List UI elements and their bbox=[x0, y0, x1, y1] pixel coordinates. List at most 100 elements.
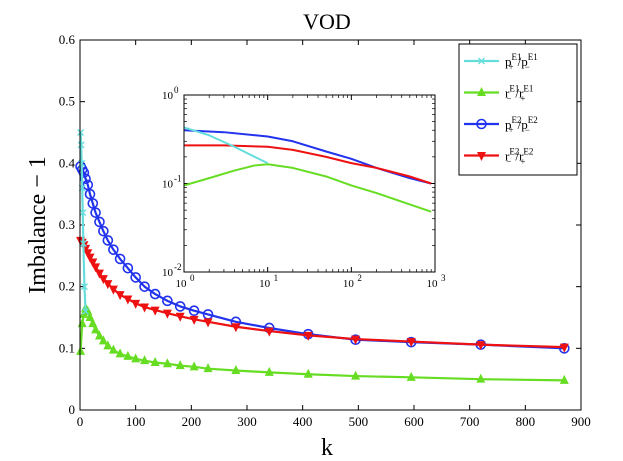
data-point bbox=[406, 371, 416, 381]
data-point bbox=[231, 365, 241, 375]
legend-label-part: / bbox=[518, 117, 522, 132]
data-point bbox=[150, 357, 160, 367]
legend-label-part: r bbox=[505, 149, 510, 164]
data-point bbox=[303, 331, 313, 341]
data-point bbox=[131, 353, 141, 363]
data-point bbox=[103, 280, 113, 290]
legend-marker bbox=[477, 152, 486, 161]
x-tick-label: 900 bbox=[571, 414, 591, 429]
y-tick-label: 0.3 bbox=[59, 217, 75, 232]
inset-x-tick-label: 10 bbox=[259, 278, 271, 290]
inset-y-tick-exponent: 0 bbox=[174, 85, 179, 95]
data-point bbox=[85, 312, 95, 321]
data-point bbox=[103, 340, 113, 350]
legend-entry: rE2−/rE2 + bbox=[464, 147, 533, 167]
data-point bbox=[188, 305, 200, 317]
legend-marker bbox=[478, 57, 485, 65]
data-point bbox=[108, 285, 118, 295]
data-point bbox=[476, 373, 486, 383]
data-point bbox=[162, 309, 172, 319]
x-tick-label: 100 bbox=[126, 414, 146, 429]
data-point bbox=[77, 141, 85, 149]
legend-entry: pE2 +/pE2− bbox=[464, 115, 538, 135]
data-point bbox=[91, 263, 101, 273]
legend-label-part: + bbox=[509, 125, 514, 135]
x-tick-label: 300 bbox=[237, 414, 257, 429]
legend-label-part: / bbox=[518, 54, 522, 69]
legend-label: pE2 +/pE2− bbox=[505, 115, 538, 135]
data-point bbox=[123, 350, 133, 360]
legend-label: pE1 +/pE1− bbox=[505, 52, 538, 72]
data-point bbox=[80, 283, 88, 291]
data-point bbox=[88, 318, 98, 328]
data-point bbox=[139, 281, 150, 292]
data-point bbox=[264, 366, 274, 376]
legend-label-part: r bbox=[519, 149, 524, 164]
inset-x-tick-label: 10 bbox=[427, 278, 439, 290]
data-point bbox=[94, 330, 104, 340]
data-point bbox=[115, 291, 125, 301]
series-1 bbox=[76, 302, 569, 384]
legend-label-part: − bbox=[506, 94, 511, 104]
inset-series-line bbox=[184, 144, 432, 185]
inset-x-tick-exponent: 0 bbox=[190, 273, 195, 283]
data-point bbox=[77, 318, 87, 328]
x-tick-label: 600 bbox=[404, 414, 424, 429]
data-point bbox=[108, 344, 118, 354]
inset-x-tick-exponent: 1 bbox=[274, 273, 279, 283]
legend-label-part: E2 bbox=[528, 115, 538, 125]
data-point bbox=[231, 323, 241, 333]
data-point bbox=[78, 167, 90, 178]
inset-y-tick-exponent: -2 bbox=[174, 262, 182, 272]
legend-label-part: E1 bbox=[509, 84, 519, 94]
legend-label-part: E2 bbox=[523, 147, 533, 157]
legend-label-part: E2 bbox=[509, 147, 519, 157]
data-point bbox=[108, 244, 119, 255]
data-point bbox=[88, 258, 98, 268]
data-point bbox=[94, 269, 104, 279]
legend-label-part: p bbox=[521, 117, 528, 132]
x-axis-label: k bbox=[321, 435, 333, 461]
legend-label-part: E1 bbox=[512, 52, 522, 62]
legend-label-part: E2 bbox=[512, 115, 522, 125]
inset-y-tick-label: 10 bbox=[162, 267, 174, 279]
data-point bbox=[114, 253, 126, 265]
y-tick-label: 0.6 bbox=[59, 32, 76, 47]
legend: pE1 +/pE1 −rE1−/rE1 +pE2 +/pE2 −rE2−/rE2 + bbox=[458, 43, 578, 176]
y-axis-label: Imbalance − 1 bbox=[25, 156, 51, 293]
series-3 bbox=[76, 236, 569, 353]
inset-x-tick-exponent: 3 bbox=[441, 273, 446, 283]
inset-chart: 10 0 10 1 10 2 10 310 -210 -110 0 bbox=[162, 85, 446, 290]
inset-x-tick-label: 10 bbox=[176, 278, 188, 290]
data-point bbox=[76, 345, 86, 355]
series-line bbox=[79, 132, 87, 312]
data-point bbox=[476, 341, 486, 351]
data-point bbox=[102, 235, 114, 246]
data-point bbox=[77, 129, 85, 136]
inset-x-tick-exponent: 2 bbox=[357, 273, 362, 283]
legend-label-part: E1 bbox=[528, 52, 538, 62]
inset-y-tick-exponent: -1 bbox=[174, 174, 182, 184]
legend-marker bbox=[476, 118, 487, 130]
x-tick-label: 500 bbox=[349, 414, 369, 429]
legend-label-part: p bbox=[505, 117, 512, 132]
data-point bbox=[90, 207, 101, 218]
inset-background bbox=[184, 95, 435, 272]
data-point bbox=[130, 272, 141, 283]
data-point bbox=[122, 262, 134, 274]
data-point bbox=[131, 299, 141, 309]
data-point bbox=[203, 363, 213, 373]
legend-label-part: / bbox=[515, 149, 519, 164]
data-point bbox=[559, 343, 569, 353]
data-point bbox=[115, 348, 125, 358]
data-point bbox=[98, 225, 109, 237]
x-tick-label: 0 bbox=[77, 414, 84, 429]
data-point bbox=[84, 188, 96, 200]
inset-x-tick-label: 10 bbox=[343, 278, 355, 290]
legend-label-part: / bbox=[515, 86, 519, 101]
data-point bbox=[303, 368, 313, 378]
y-tick-label: 0.4 bbox=[59, 155, 76, 170]
legend-label-part: E1 bbox=[523, 84, 533, 94]
data-point bbox=[140, 303, 150, 313]
